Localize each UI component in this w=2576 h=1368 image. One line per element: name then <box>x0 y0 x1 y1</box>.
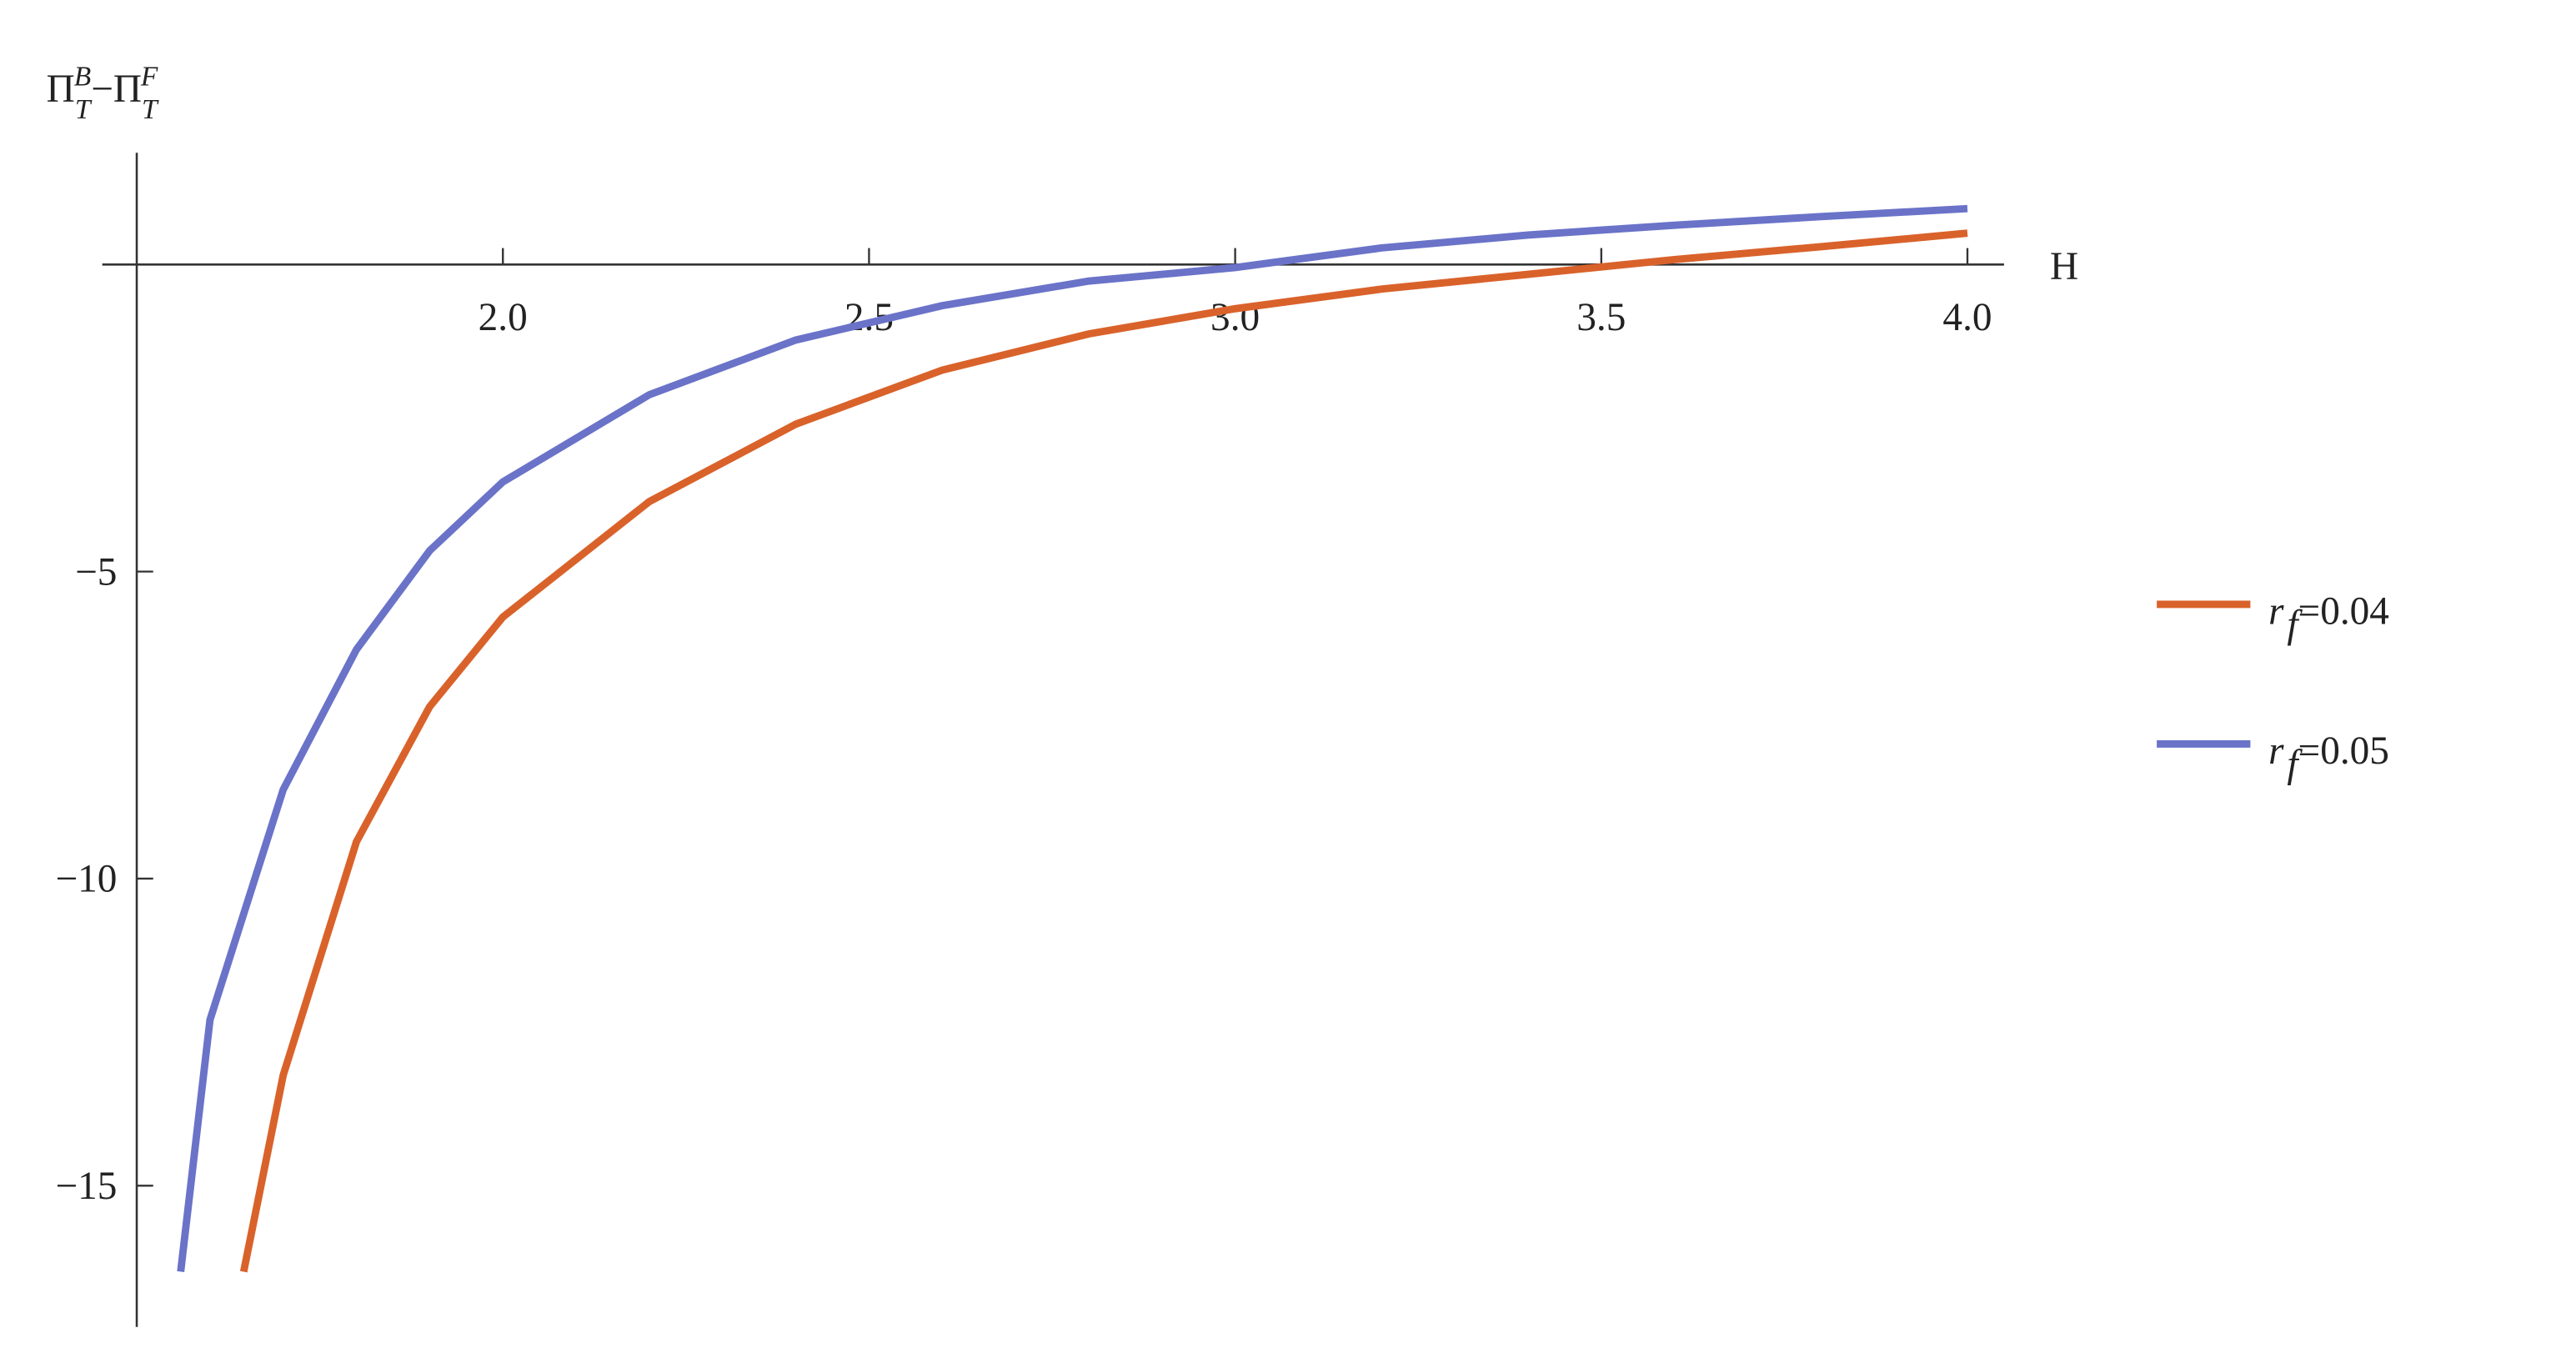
y-tick-label: −5 <box>75 550 117 594</box>
y-label-part: T <box>142 94 159 125</box>
series-line <box>177 204 1968 1272</box>
y-label-part: F <box>140 61 158 92</box>
legend-label: r f=0.05 <box>2268 729 2389 786</box>
y-axis-label: ΠTB−ΠTF <box>47 61 159 124</box>
x-axis-label: H <box>2050 245 2078 288</box>
x-tick-label: 4.0 <box>1942 296 1992 339</box>
x-tick-label: 3.5 <box>1576 296 1626 339</box>
y-label-part: −Π <box>91 68 142 111</box>
x-tick-label: 3.0 <box>1210 296 1260 339</box>
y-label-part: B <box>74 61 91 92</box>
y-tick-label: −10 <box>55 858 117 901</box>
x-tick-label: 2.0 <box>479 296 528 339</box>
y-label-part: Π <box>47 68 75 111</box>
y-tick-label: −15 <box>55 1165 117 1208</box>
legend-label: r f=0.04 <box>2268 590 2389 647</box>
series-line <box>239 229 1968 1273</box>
y-label-part: T <box>75 94 93 125</box>
